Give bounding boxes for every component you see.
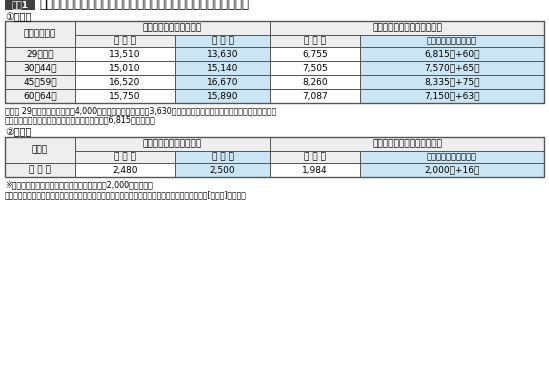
Bar [5, 163, 75, 177]
Bar [5, 0, 35, 10]
Text: 13,510: 13,510 [109, 49, 141, 59]
Text: 15,010: 15,010 [109, 63, 141, 72]
Bar [270, 163, 360, 177]
Text: ①上限額: ①上限額 [5, 12, 31, 22]
Bar [75, 151, 175, 163]
Bar [75, 163, 175, 177]
Bar [175, 163, 270, 177]
Bar [270, 47, 360, 61]
Text: 8,335（+75）: 8,335（+75） [424, 78, 480, 86]
Text: 変 更 前: 変 更 前 [114, 37, 136, 45]
Text: 7,570（+65）: 7,570（+65） [424, 63, 480, 72]
Bar [5, 21, 75, 47]
Text: 8,260: 8,260 [302, 78, 328, 86]
Text: 賃金日額の下限額（円）: 賃金日額の下限額（円） [143, 139, 202, 149]
Text: 変 更 前: 変 更 前 [304, 153, 326, 161]
Text: 変更後（前年度増減）: 変更後（前年度増減） [427, 153, 477, 161]
Bar [75, 89, 175, 103]
Text: 7,087: 7,087 [302, 92, 328, 101]
Text: 2,000（+16）: 2,000（+16） [424, 165, 480, 175]
Text: 60～64歳: 60～64歳 [23, 92, 57, 101]
Bar [5, 21, 544, 103]
Text: 変 更 後: 変 更 後 [211, 153, 233, 161]
Text: 変 更 後: 変 更 後 [211, 37, 233, 45]
Text: 13,630: 13,630 [207, 49, 238, 59]
Bar [360, 151, 544, 163]
Bar [75, 47, 175, 61]
Text: 年　齢: 年 齢 [32, 146, 48, 154]
Bar [5, 61, 75, 75]
Text: 6,815（+60）: 6,815（+60） [424, 49, 480, 59]
Bar [5, 137, 544, 177]
Text: 15,890: 15,890 [207, 92, 238, 101]
Bar [360, 35, 544, 47]
Bar [270, 89, 360, 103]
Text: 1,984: 1,984 [302, 165, 328, 175]
Bar [360, 61, 544, 75]
Text: 16,520: 16,520 [109, 78, 141, 86]
Bar [75, 75, 175, 89]
Text: 6,755: 6,755 [302, 49, 328, 59]
Bar [75, 21, 270, 35]
Text: 基本手当日額の下限額（円）: 基本手当日額の下限額（円） [372, 139, 442, 149]
Text: の基本手当日額（１日当たりの支給額）は6,815円となる。: の基本手当日額（１日当たりの支給額）は6,815円となる。 [5, 116, 156, 124]
Bar [75, 35, 175, 47]
Text: 16,670: 16,670 [207, 78, 238, 86]
Text: 基本手当日額の上限額（円）: 基本手当日額の上限額（円） [372, 23, 442, 33]
Bar [270, 75, 360, 89]
Bar [75, 137, 270, 151]
Text: 離職時の年齢: 離職時の年齢 [24, 30, 56, 38]
Text: 変 更 前: 変 更 前 [304, 37, 326, 45]
Bar [360, 163, 544, 177]
Text: 変 更 前: 変 更 前 [114, 153, 136, 161]
Text: ※基本手当日額の下限額は、年齢に関係なく、2,000円になる。: ※基本手当日額の下限額は、年齢に関係なく、2,000円になる。 [5, 180, 153, 190]
Bar [360, 89, 544, 103]
Bar [175, 151, 270, 163]
Text: 45～59歳: 45～59歳 [23, 78, 57, 86]
Bar [5, 137, 75, 163]
Text: ＜例＞ 29歳で賃金日額が１万4,000円の人は、上限額（１万3,630円）が適用されるため、令和元年８月１日以降分: ＜例＞ 29歳で賃金日額が１万4,000円の人は、上限額（１万3,630円）が適… [5, 107, 276, 116]
Bar [175, 35, 270, 47]
Bar [175, 89, 270, 103]
Bar [175, 47, 270, 61]
Text: ②下限額: ②下限額 [5, 127, 31, 137]
Bar [5, 89, 75, 103]
Text: 変更後（前年度増減）: 変更後（前年度増減） [427, 37, 477, 45]
Text: 2,480: 2,480 [112, 165, 138, 175]
Text: 15,750: 15,750 [109, 92, 141, 101]
Bar [75, 61, 175, 75]
Bar [175, 61, 270, 75]
Text: 15,140: 15,140 [207, 63, 238, 72]
Bar [270, 21, 544, 35]
Bar [270, 35, 360, 47]
Text: 全 年 齢: 全 年 齢 [29, 165, 51, 175]
Bar [270, 137, 544, 151]
Text: 図表1: 図表1 [12, 0, 29, 10]
Bar [360, 75, 544, 89]
Text: 資料出所：厚生労働省「雇用保険の基本手当日額が変更になります～令和元年８月１日から～」（[図表２]も同じ）: 資料出所：厚生労働省「雇用保険の基本手当日額が変更になります～令和元年８月１日か… [5, 190, 247, 199]
Text: 令和元年８月１日以降の賃金日額と基本手当日額の上限額・下限額: 令和元年８月１日以降の賃金日額と基本手当日額の上限額・下限額 [39, 0, 249, 11]
Text: 30～44歳: 30～44歳 [23, 63, 57, 72]
Bar [270, 151, 360, 163]
Bar [175, 75, 270, 89]
Bar [360, 47, 544, 61]
Text: 2,500: 2,500 [210, 165, 236, 175]
Text: 賃金日額の上限額（円）: 賃金日額の上限額（円） [143, 23, 202, 33]
Bar [270, 61, 360, 75]
Text: 7,150（+63）: 7,150（+63） [424, 92, 480, 101]
Text: 7,505: 7,505 [302, 63, 328, 72]
Bar [5, 75, 75, 89]
Text: 29歳以下: 29歳以下 [26, 49, 54, 59]
Bar [5, 47, 75, 61]
